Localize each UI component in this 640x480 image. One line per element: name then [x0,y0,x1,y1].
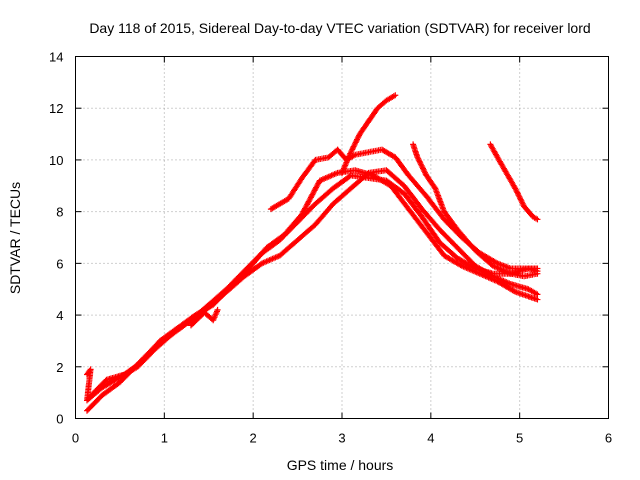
series-track-f [410,141,541,280]
x-tick-label: 4 [427,431,434,446]
chart-title: Day 118 of 2015, Sidereal Day-to-day VTE… [89,20,590,36]
y-tick-label: 6 [56,256,63,271]
y-tick-label: 10 [49,153,63,168]
x-axis-label: GPS time / hours [287,457,394,473]
x-tick-label: 2 [250,431,257,446]
data-series [84,92,541,414]
y-tick-label: 2 [56,360,63,375]
y-tick-label: 8 [56,205,63,220]
series-track-b [84,167,541,414]
y-tick-labels: 0 2 4 6 8 10 12 14 [49,50,63,427]
series-track-h [187,306,221,329]
y-tick-label: 4 [56,308,63,323]
x-tick-label: 0 [72,431,79,446]
series-track-g [487,141,541,223]
axis-ticks [75,56,609,419]
x-tick-labels: 0 1 2 3 4 5 6 [72,431,612,446]
x-tick-label: 1 [161,431,168,446]
y-axis-label: SDTVAR / TECUs [7,182,23,294]
series-track-e [339,92,399,176]
x-tick-label: 3 [338,431,345,446]
y-tick-label: 14 [49,50,63,65]
series-track-a [84,172,541,404]
y-tick-label: 12 [49,101,63,116]
x-tick-label: 5 [516,431,523,446]
gridlines [75,56,609,419]
series-track-c [85,167,541,401]
x-tick-label: 6 [605,431,612,446]
y-tick-label: 0 [56,412,63,427]
